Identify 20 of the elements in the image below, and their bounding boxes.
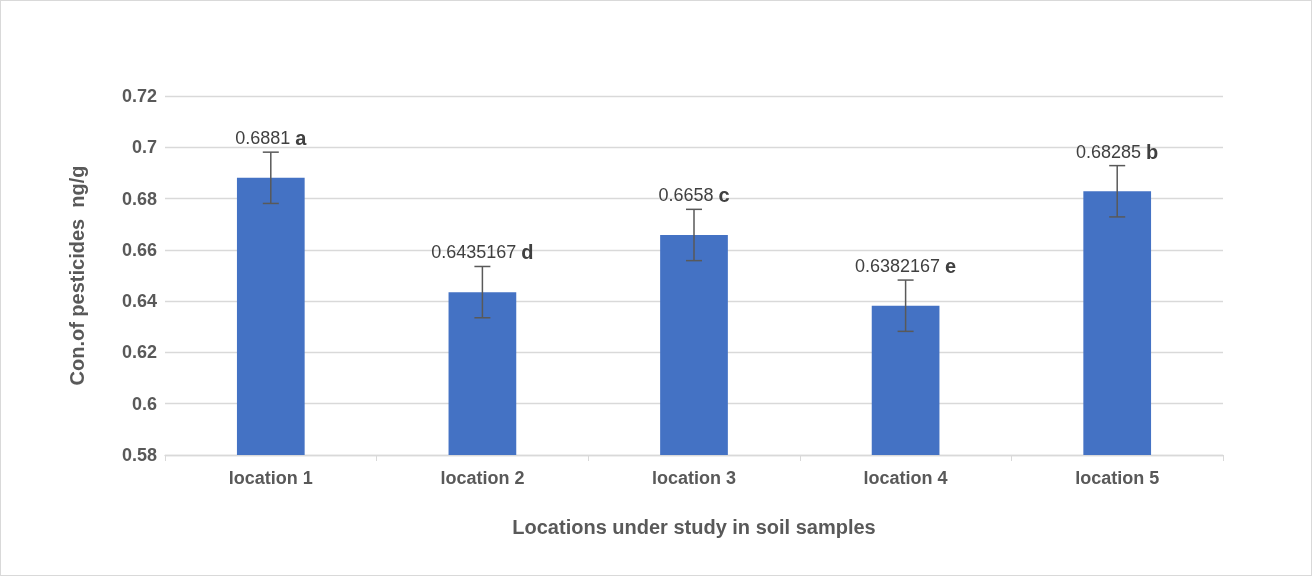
x-tick-label: location 4 (863, 468, 948, 488)
y-tick-label: 0.7 (131, 137, 157, 158)
x-tick-label: location 1 (228, 468, 313, 488)
data-label: 0.6881 a (235, 127, 308, 150)
y-tick-label: 0.68 (121, 188, 157, 209)
x-tick-label: location 2 (440, 468, 525, 488)
y-tick-label: 0.6 (131, 393, 157, 414)
data-label: 0.6658 c (658, 184, 730, 207)
x-tick-label: location 3 (651, 468, 737, 488)
y-tick-label: 0.64 (121, 291, 157, 312)
x-tick-label: location 5 (1075, 468, 1160, 488)
y-tick-label: 0.58 (121, 445, 157, 465)
y-tick-label: 0.72 (121, 86, 157, 106)
data-label: 0.68285 b (1076, 140, 1159, 163)
y-tick-label: 0.62 (121, 342, 157, 363)
y-axis-title: Con.of pesticides ng/g (66, 165, 88, 386)
x-axis-title: Locations under study in soil samples (512, 516, 876, 538)
y-tick-label: 0.66 (121, 239, 157, 260)
data-label: 0.6435167 d (431, 241, 534, 264)
data-label: 0.6382167 e (854, 255, 957, 278)
